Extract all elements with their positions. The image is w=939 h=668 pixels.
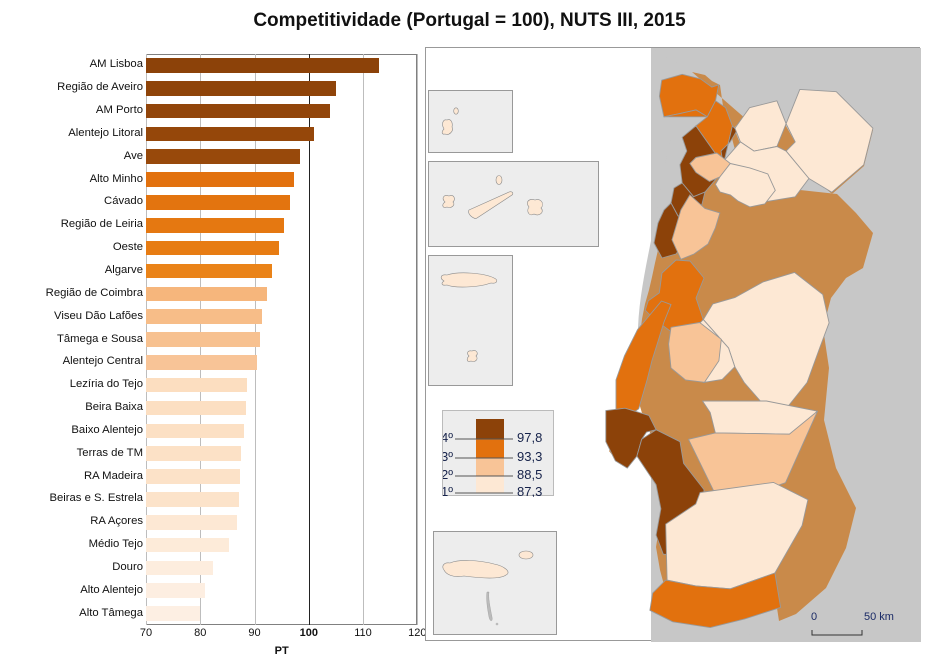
svg-text:0: 0 xyxy=(811,611,817,623)
svg-text:50 km: 50 km xyxy=(864,611,894,623)
